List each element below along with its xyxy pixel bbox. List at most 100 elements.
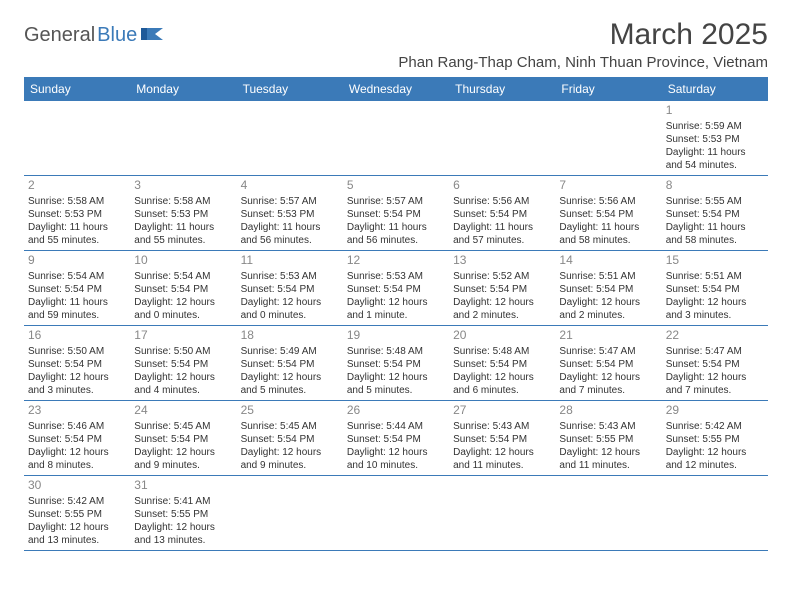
day-sunset: Sunset: 5:54 PM [559, 283, 657, 296]
day-sunset: Sunset: 5:54 PM [134, 358, 232, 371]
day-sunset: Sunset: 5:54 PM [347, 433, 445, 446]
weekday-header: Wednesday [343, 77, 449, 101]
weekday-header-row: SundayMondayTuesdayWednesdayThursdayFrid… [24, 77, 768, 101]
day-cell: 4Sunrise: 5:57 AMSunset: 5:53 PMDaylight… [237, 176, 343, 250]
day-daylight: Daylight: 11 hours and 57 minutes. [453, 221, 551, 247]
day-sunset: Sunset: 5:54 PM [453, 358, 551, 371]
day-number: 21 [559, 328, 657, 344]
day-cell: 5Sunrise: 5:57 AMSunset: 5:54 PMDaylight… [343, 176, 449, 250]
day-sunset: Sunset: 5:53 PM [666, 133, 764, 146]
day-sunrise: Sunrise: 5:45 AM [134, 420, 232, 433]
day-sunset: Sunset: 5:54 PM [28, 283, 126, 296]
day-daylight: Daylight: 11 hours and 58 minutes. [666, 221, 764, 247]
week-row: 1Sunrise: 5:59 AMSunset: 5:53 PMDaylight… [24, 101, 768, 176]
day-sunset: Sunset: 5:54 PM [241, 358, 339, 371]
weekday-header: Monday [130, 77, 236, 101]
day-sunrise: Sunrise: 5:47 AM [666, 345, 764, 358]
day-cell: 23Sunrise: 5:46 AMSunset: 5:54 PMDayligh… [24, 401, 130, 475]
day-sunset: Sunset: 5:54 PM [453, 208, 551, 221]
day-sunset: Sunset: 5:54 PM [134, 283, 232, 296]
day-daylight: Daylight: 12 hours and 11 minutes. [559, 446, 657, 472]
day-cell: 24Sunrise: 5:45 AMSunset: 5:54 PMDayligh… [130, 401, 236, 475]
day-cell: 20Sunrise: 5:48 AMSunset: 5:54 PMDayligh… [449, 326, 555, 400]
day-sunset: Sunset: 5:54 PM [241, 433, 339, 446]
day-sunset: Sunset: 5:54 PM [347, 283, 445, 296]
day-sunrise: Sunrise: 5:42 AM [28, 495, 126, 508]
day-daylight: Daylight: 12 hours and 9 minutes. [241, 446, 339, 472]
day-cell: 10Sunrise: 5:54 AMSunset: 5:54 PMDayligh… [130, 251, 236, 325]
day-daylight: Daylight: 12 hours and 13 minutes. [134, 521, 232, 547]
day-number: 16 [28, 328, 126, 344]
day-number: 3 [134, 178, 232, 194]
day-sunset: Sunset: 5:55 PM [28, 508, 126, 521]
day-number: 4 [241, 178, 339, 194]
day-sunrise: Sunrise: 5:44 AM [347, 420, 445, 433]
day-number: 13 [453, 253, 551, 269]
day-sunset: Sunset: 5:54 PM [666, 208, 764, 221]
day-number: 28 [559, 403, 657, 419]
day-number: 24 [134, 403, 232, 419]
day-cell: 6Sunrise: 5:56 AMSunset: 5:54 PMDaylight… [449, 176, 555, 250]
weekday-header: Friday [555, 77, 661, 101]
day-daylight: Daylight: 11 hours and 58 minutes. [559, 221, 657, 247]
day-daylight: Daylight: 12 hours and 3 minutes. [666, 296, 764, 322]
day-cell: 22Sunrise: 5:47 AMSunset: 5:54 PMDayligh… [662, 326, 768, 400]
day-sunset: Sunset: 5:54 PM [241, 283, 339, 296]
day-cell-empty [343, 476, 449, 550]
day-cell: 28Sunrise: 5:43 AMSunset: 5:55 PMDayligh… [555, 401, 661, 475]
day-sunset: Sunset: 5:54 PM [666, 283, 764, 296]
day-cell-empty [662, 476, 768, 550]
day-sunrise: Sunrise: 5:58 AM [28, 195, 126, 208]
day-sunrise: Sunrise: 5:46 AM [28, 420, 126, 433]
day-daylight: Daylight: 12 hours and 2 minutes. [453, 296, 551, 322]
day-number: 30 [28, 478, 126, 494]
day-sunset: Sunset: 5:55 PM [559, 433, 657, 446]
day-sunset: Sunset: 5:54 PM [28, 358, 126, 371]
day-daylight: Daylight: 12 hours and 0 minutes. [134, 296, 232, 322]
day-sunrise: Sunrise: 5:42 AM [666, 420, 764, 433]
day-cell: 17Sunrise: 5:50 AMSunset: 5:54 PMDayligh… [130, 326, 236, 400]
day-number: 1 [666, 103, 764, 119]
day-sunset: Sunset: 5:53 PM [241, 208, 339, 221]
day-sunrise: Sunrise: 5:53 AM [347, 270, 445, 283]
weeks-container: 1Sunrise: 5:59 AMSunset: 5:53 PMDaylight… [24, 101, 768, 551]
day-sunrise: Sunrise: 5:53 AM [241, 270, 339, 283]
day-cell: 8Sunrise: 5:55 AMSunset: 5:54 PMDaylight… [662, 176, 768, 250]
day-number: 8 [666, 178, 764, 194]
day-sunrise: Sunrise: 5:57 AM [241, 195, 339, 208]
day-sunset: Sunset: 5:53 PM [134, 208, 232, 221]
day-number: 12 [347, 253, 445, 269]
day-number: 26 [347, 403, 445, 419]
day-number: 19 [347, 328, 445, 344]
day-sunrise: Sunrise: 5:48 AM [347, 345, 445, 358]
day-sunrise: Sunrise: 5:54 AM [28, 270, 126, 283]
day-daylight: Daylight: 11 hours and 56 minutes. [347, 221, 445, 247]
day-daylight: Daylight: 12 hours and 4 minutes. [134, 371, 232, 397]
logo-text-blue: Blue [97, 24, 137, 47]
day-sunrise: Sunrise: 5:52 AM [453, 270, 551, 283]
day-number: 18 [241, 328, 339, 344]
day-cell-empty [237, 476, 343, 550]
day-cell: 7Sunrise: 5:56 AMSunset: 5:54 PMDaylight… [555, 176, 661, 250]
day-daylight: Daylight: 12 hours and 3 minutes. [28, 371, 126, 397]
day-sunrise: Sunrise: 5:59 AM [666, 120, 764, 133]
day-number: 20 [453, 328, 551, 344]
day-sunset: Sunset: 5:54 PM [134, 433, 232, 446]
day-sunset: Sunset: 5:54 PM [28, 433, 126, 446]
day-cell: 19Sunrise: 5:48 AMSunset: 5:54 PMDayligh… [343, 326, 449, 400]
day-daylight: Daylight: 11 hours and 56 minutes. [241, 221, 339, 247]
day-number: 29 [666, 403, 764, 419]
month-title: March 2025 [398, 18, 768, 52]
day-cell: 30Sunrise: 5:42 AMSunset: 5:55 PMDayligh… [24, 476, 130, 550]
day-daylight: Daylight: 12 hours and 1 minute. [347, 296, 445, 322]
day-cell: 11Sunrise: 5:53 AMSunset: 5:54 PMDayligh… [237, 251, 343, 325]
day-sunrise: Sunrise: 5:43 AM [453, 420, 551, 433]
day-daylight: Daylight: 12 hours and 6 minutes. [453, 371, 551, 397]
weekday-header: Thursday [449, 77, 555, 101]
week-row: 23Sunrise: 5:46 AMSunset: 5:54 PMDayligh… [24, 401, 768, 476]
day-cell: 15Sunrise: 5:51 AMSunset: 5:54 PMDayligh… [662, 251, 768, 325]
logo-text-general: General [24, 24, 95, 47]
day-daylight: Daylight: 11 hours and 55 minutes. [134, 221, 232, 247]
day-number: 17 [134, 328, 232, 344]
day-sunset: Sunset: 5:54 PM [559, 358, 657, 371]
